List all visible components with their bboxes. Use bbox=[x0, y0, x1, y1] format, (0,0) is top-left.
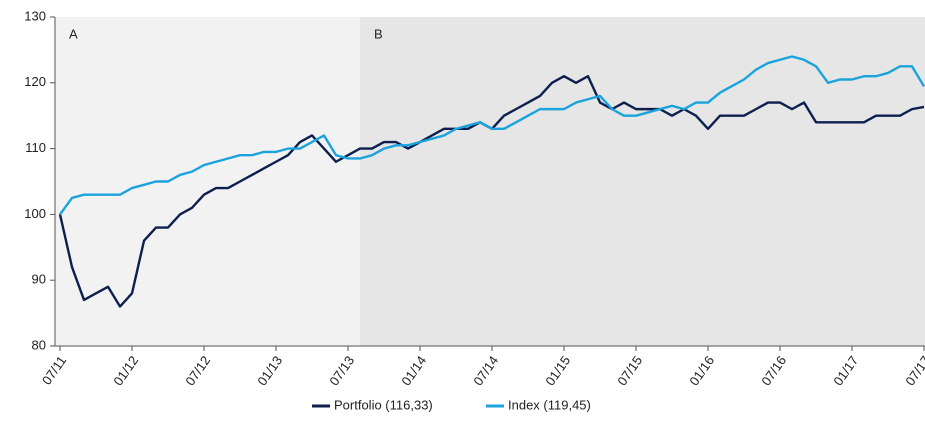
x-tick-label: 01/17 bbox=[830, 353, 861, 388]
region-b bbox=[360, 17, 925, 346]
region-label: B bbox=[374, 26, 383, 41]
y-tick-label: 130 bbox=[24, 8, 46, 23]
y-tick-label: 80 bbox=[32, 337, 46, 352]
x-tick-label: 01/16 bbox=[686, 353, 717, 388]
x-tick-label: 01/12 bbox=[110, 353, 141, 388]
region-label: A bbox=[69, 26, 78, 41]
x-tick-label: 01/15 bbox=[542, 353, 573, 388]
x-tick-label: 01/14 bbox=[398, 353, 429, 388]
y-tick-label: 110 bbox=[25, 140, 46, 155]
x-tick-label: 01/13 bbox=[254, 353, 285, 388]
legend-label: Portfolio (116,33) bbox=[334, 397, 433, 412]
y-tick-label: 90 bbox=[32, 272, 46, 287]
x-tick-label: 07/11 bbox=[39, 353, 69, 387]
y-tick-label: 100 bbox=[24, 206, 46, 221]
series-line bbox=[59, 55, 925, 216]
y-tick-label: 120 bbox=[24, 74, 46, 89]
x-tick-label: 07/12 bbox=[182, 353, 213, 388]
x-tick-label: 07/14 bbox=[470, 353, 501, 388]
legend-label: Index (119,45) bbox=[508, 397, 591, 412]
x-tick-label: 07/13 bbox=[326, 353, 357, 388]
x-tick-label: 07/15 bbox=[614, 353, 645, 388]
x-tick-label: 07/16 bbox=[758, 353, 789, 388]
x-tick-label: 07/17 bbox=[902, 353, 925, 388]
region-a bbox=[55, 17, 360, 346]
